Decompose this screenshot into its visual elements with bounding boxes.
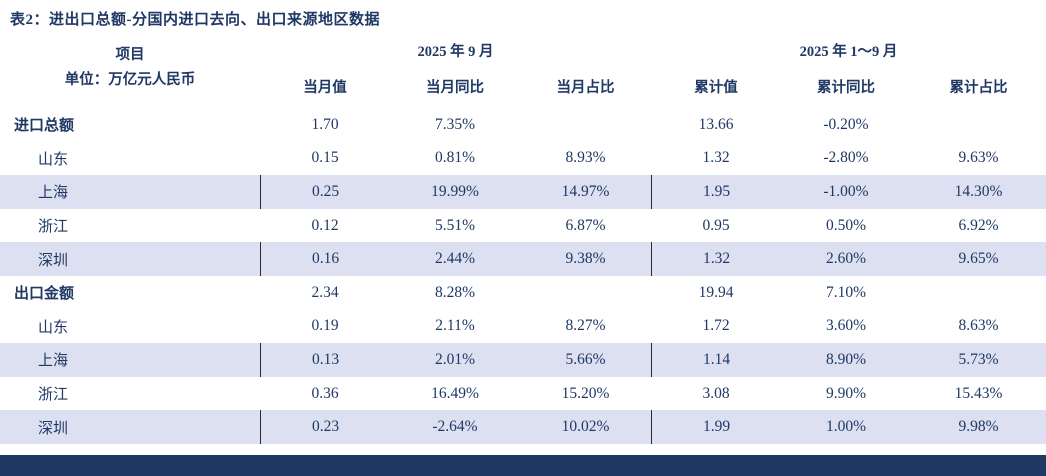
- table-row: 出口金额 2.34 8.28% 19.94 7.10%: [0, 276, 1046, 310]
- cell-value: 6.92%: [958, 216, 999, 234]
- row-label: 深圳: [38, 420, 69, 437]
- cell-value: [911, 276, 1046, 310]
- cell-value: 5.66%: [565, 350, 606, 368]
- cell-value: 2.11%: [435, 317, 475, 335]
- row-label: 进口总额: [14, 118, 75, 135]
- cell-value: 7.10%: [825, 283, 867, 301]
- col-header-current-share: 当月占比: [556, 80, 615, 96]
- table-row: 浙江 0.12 5.51% 6.87% 0.95 0.50% 6.92%: [0, 209, 1046, 243]
- row-label: 深圳: [38, 252, 69, 269]
- cell-value: 9.63%: [958, 149, 999, 167]
- cell-value: 8.28%: [434, 283, 476, 301]
- cell-value: [520, 276, 651, 310]
- col-header-cumulative-yoy: 累计同比: [817, 80, 875, 96]
- cell-value: 1.95: [651, 175, 781, 209]
- col-header-cumulative-value: 累计值: [694, 80, 738, 96]
- cell-value: 5.51%: [434, 216, 476, 234]
- row-label: 上海: [38, 185, 69, 202]
- cell-value: [520, 108, 651, 142]
- cell-value: 1.32: [651, 242, 781, 276]
- cell-value: 0.25: [260, 175, 390, 209]
- cell-value: 7.35%: [434, 115, 476, 133]
- cell-value: 1.14: [651, 343, 781, 377]
- cell-value: 9.98%: [958, 418, 999, 436]
- cell-value: -1.00%: [823, 182, 869, 200]
- cell-value: 2.60%: [825, 250, 867, 268]
- period-current-header: 2025 年 9 月: [417, 44, 494, 60]
- cell-value: 0.95: [702, 216, 730, 234]
- cell-value: 8.93%: [565, 149, 606, 167]
- cell-value: 9.38%: [565, 250, 606, 268]
- bottom-bar: [0, 455, 1046, 476]
- cell-value: 0.23: [260, 410, 390, 444]
- table-row: 上海 0.25 19.99% 14.97% 1.95 -1.00% 14.30%: [0, 175, 1046, 209]
- table-row: 山东 0.15 0.81% 8.93% 1.32 -2.80% 9.63%: [0, 142, 1046, 176]
- cell-value: 14.97%: [561, 182, 610, 200]
- cell-value: 0.13: [260, 343, 390, 377]
- cell-value: -0.20%: [823, 115, 869, 133]
- cell-value: 9.65%: [958, 250, 999, 268]
- table-header: 项目 单位：万亿元人民币 2025 年 9 月 2025 年 1～9 月 当月值…: [0, 34, 1046, 102]
- cell-value: -2.80%: [823, 149, 869, 167]
- cell-value: 5.73%: [958, 350, 999, 368]
- table-row: 进口总额 1.70 7.35% 13.66 -0.20%: [0, 108, 1046, 142]
- cell-value: 0.16: [260, 242, 390, 276]
- row-label: 浙江: [38, 219, 69, 236]
- table-row: 山东 0.19 2.11% 8.27% 1.72 3.60% 8.63%: [0, 310, 1046, 344]
- cell-value: 2.44%: [434, 250, 476, 268]
- cell-value: 9.90%: [825, 384, 867, 402]
- cell-value: 1.32: [702, 149, 730, 167]
- cell-value: 3.08: [702, 384, 730, 402]
- row-label: 出口金额: [14, 286, 75, 303]
- cell-value: 15.20%: [561, 384, 610, 402]
- cell-value: 13.66: [698, 115, 734, 133]
- row-label: 浙江: [38, 387, 69, 404]
- table-row: 深圳 0.23 -2.64% 10.02% 1.99 1.00% 9.98%: [0, 410, 1046, 444]
- cell-value: 10.02%: [561, 418, 610, 436]
- cell-value: 8.63%: [958, 317, 999, 335]
- cell-value: 15.43%: [954, 384, 1003, 402]
- cell-value: 6.87%: [565, 216, 606, 234]
- table-title: 表2：进出口总额-分国内进口去向、出口来源地区数据: [10, 12, 380, 28]
- table-row: 浙江 0.36 16.49% 15.20% 3.08 9.90% 15.43%: [0, 377, 1046, 411]
- cell-value: 0.36: [311, 384, 339, 402]
- project-header-line1: 项目: [115, 47, 145, 63]
- table-row: 深圳 0.16 2.44% 9.38% 1.32 2.60% 9.65%: [0, 242, 1046, 276]
- table-row: 上海 0.13 2.01% 5.66% 1.14 8.90% 5.73%: [0, 343, 1046, 377]
- cell-value: [911, 108, 1046, 142]
- cell-value: 19.94: [698, 283, 734, 301]
- cell-value: 1.99: [651, 410, 781, 444]
- cell-value: 19.99%: [431, 182, 479, 200]
- cell-value: 14.30%: [954, 182, 1003, 200]
- cell-value: -2.64%: [432, 418, 478, 436]
- col-header-current-yoy: 当月同比: [426, 80, 484, 96]
- cell-value: 8.27%: [565, 317, 606, 335]
- cell-value: 16.49%: [431, 384, 479, 402]
- project-header: 项目 单位：万亿元人民币: [0, 34, 260, 102]
- cell-value: 0.12: [311, 216, 339, 234]
- row-label: 上海: [38, 353, 69, 370]
- cell-value: 0.50%: [825, 216, 867, 234]
- col-header-current-value: 当月值: [303, 80, 347, 96]
- project-header-line2: 单位：万亿元人民币: [64, 72, 196, 88]
- row-label: 山东: [38, 319, 69, 336]
- period-cumulative-header: 2025 年 1～9 月: [799, 44, 898, 60]
- table-rows: 进口总额 1.70 7.35% 13.66 -0.20% 山东 0.15 0.81% 8.93%…: [0, 108, 1046, 444]
- cell-value: 2.34: [311, 283, 339, 301]
- cell-value: 0.19: [311, 317, 339, 335]
- cell-value: 1.72: [702, 317, 730, 335]
- cell-value: 3.60%: [825, 317, 867, 335]
- cell-value: 1.00%: [825, 418, 867, 436]
- row-label: 山东: [38, 151, 69, 168]
- cell-value: 8.90%: [825, 350, 867, 368]
- cell-value: 2.01%: [434, 350, 476, 368]
- col-header-cumulative-share: 累计占比: [949, 80, 1008, 96]
- cell-value: 0.15: [311, 149, 339, 167]
- cell-value: 0.81%: [434, 149, 476, 167]
- cell-value: 1.70: [311, 115, 339, 133]
